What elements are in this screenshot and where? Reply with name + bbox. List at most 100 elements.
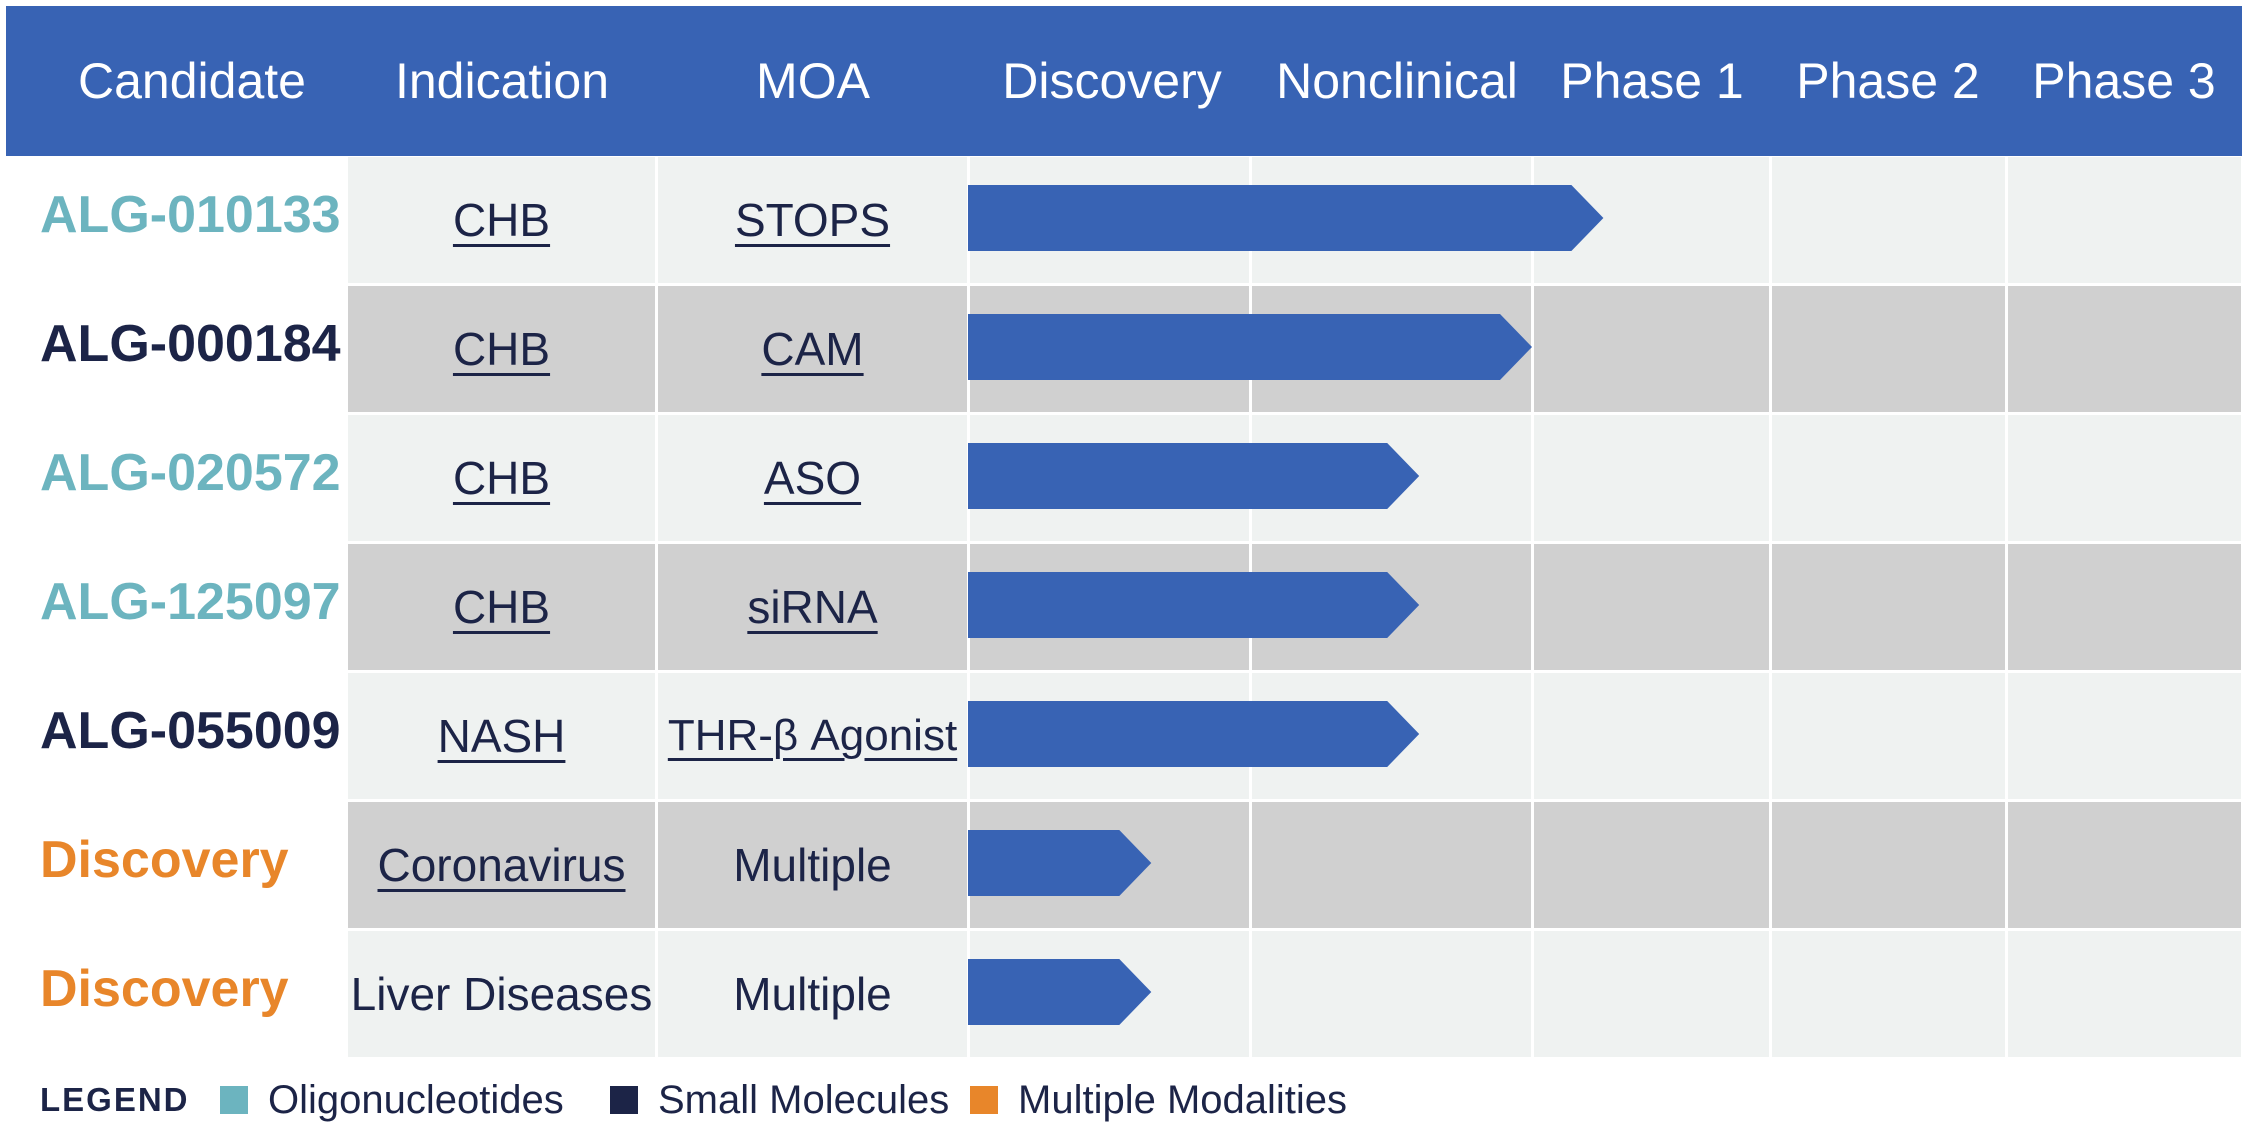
stage-cell <box>1252 931 1531 1057</box>
stage-cell <box>1252 802 1531 928</box>
table-row: Discovery Coronavirus Multiple <box>0 802 2242 930</box>
column-header-candidate: Candidate <box>78 53 306 109</box>
moa-link[interactable]: THR-β Agonist <box>667 711 958 760</box>
moa-cell: CAM <box>658 286 967 412</box>
indication-link[interactable]: CHB <box>452 581 551 633</box>
column-header-phase-2: Phase 2 <box>1796 53 1980 109</box>
table-row: Discovery Liver Diseases Multiple <box>0 931 2242 1059</box>
moa-cell: Multiple <box>658 802 967 928</box>
stage-cell <box>2008 931 2241 1057</box>
stage-cell <box>1252 286 1531 412</box>
indication-link[interactable]: CHB <box>452 194 551 246</box>
stage-cell <box>1772 544 2005 670</box>
moa-cell: ASO <box>658 415 967 541</box>
stage-cell <box>1772 931 2005 1057</box>
moa-link[interactable]: ASO <box>763 452 862 504</box>
indication-link[interactable]: CHB <box>452 452 551 504</box>
indication-cell: CHB <box>348 415 655 541</box>
legend-swatch <box>220 1086 248 1114</box>
stage-cell <box>1772 157 2005 283</box>
indication-cell: NASH <box>348 673 655 799</box>
candidate-name: ALG-020572 <box>40 444 341 502</box>
stage-cell <box>1534 544 1769 670</box>
stage-cell <box>970 544 1249 670</box>
moa-link[interactable]: STOPS <box>734 194 891 246</box>
stage-cell <box>970 415 1249 541</box>
candidate-cell: ALG-010133 <box>0 157 346 285</box>
legend-label: Oligonucleotides <box>268 1078 564 1122</box>
moa-cell: Multiple <box>658 931 967 1057</box>
indication-link[interactable]: NASH <box>437 710 566 762</box>
moa-link[interactable]: CAM <box>761 323 864 375</box>
stage-cell <box>1772 802 2005 928</box>
indication-cell: CHB <box>348 286 655 412</box>
stage-cell <box>2008 157 2241 283</box>
indication-link[interactable]: CHB <box>452 323 551 375</box>
stage-cell <box>1772 673 2005 799</box>
legend-label: Small Molecules <box>658 1078 950 1122</box>
stage-cell <box>970 931 1249 1057</box>
moa-link: Multiple <box>733 839 892 891</box>
stage-cell <box>1252 544 1531 670</box>
table-row: ALG-000184 CHB CAM <box>0 286 2242 414</box>
stage-cell <box>1252 415 1531 541</box>
moa-link[interactable]: siRNA <box>747 581 878 633</box>
stage-cell <box>2008 673 2241 799</box>
legend-swatch <box>970 1086 998 1114</box>
stage-cell <box>2008 415 2241 541</box>
column-header-indication: Indication <box>394 53 610 109</box>
stage-cell <box>970 673 1249 799</box>
moa-link: Multiple <box>733 968 892 1020</box>
stage-cell <box>2008 802 2241 928</box>
stage-cell <box>1772 415 2005 541</box>
candidate-cell: ALG-055009 <box>0 673 346 801</box>
table-row: ALG-125097 CHB siRNA <box>0 544 2242 672</box>
indication-cell: Coronavirus <box>348 802 655 928</box>
table-row: ALG-020572 CHB ASO <box>0 415 2242 543</box>
legend-swatch <box>610 1086 638 1114</box>
stage-cell <box>2008 286 2241 412</box>
column-header-discovery: Discovery <box>1002 53 1222 109</box>
moa-cell: STOPS <box>658 157 967 283</box>
moa-cell: siRNA <box>658 544 967 670</box>
indication-cell: Liver Diseases <box>348 931 655 1057</box>
stage-cell <box>970 802 1249 928</box>
candidate-cell: ALG-020572 <box>0 415 346 543</box>
stage-cell <box>1252 157 1531 283</box>
column-header-moa: MOA <box>756 53 870 109</box>
stage-cell <box>2008 544 2241 670</box>
moa-cell: THR-β Agonist <box>658 673 967 799</box>
stage-cell <box>1534 415 1769 541</box>
stage-cell <box>1252 673 1531 799</box>
stage-cell <box>1534 157 1769 283</box>
stage-cell <box>1534 931 1769 1057</box>
indication-link: Liver Diseases <box>350 968 653 1020</box>
legend-title: LEGEND <box>40 1081 190 1118</box>
candidate-name: Discovery <box>40 960 289 1018</box>
candidate-name: Discovery <box>40 831 289 889</box>
stage-cell <box>970 286 1249 412</box>
table-row: ALG-055009 NASH THR-β Agonist <box>0 673 2242 801</box>
indication-link[interactable]: Coronavirus <box>377 839 626 891</box>
candidate-name: ALG-010133 <box>40 186 341 244</box>
candidate-cell: ALG-000184 <box>0 286 346 414</box>
stage-cell <box>1772 286 2005 412</box>
table-header <box>6 6 2242 156</box>
table-row: ALG-010133 CHB STOPS <box>0 157 2242 285</box>
candidate-name: ALG-125097 <box>40 573 341 631</box>
stage-cell <box>970 157 1249 283</box>
stage-cell <box>1534 673 1769 799</box>
candidate-cell: Discovery <box>0 931 346 1059</box>
candidate-cell: Discovery <box>0 802 346 930</box>
indication-cell: CHB <box>348 544 655 670</box>
indication-cell: CHB <box>348 157 655 283</box>
stage-cell <box>1534 286 1769 412</box>
legend-label: Multiple Modalities <box>1018 1078 1348 1122</box>
column-header-phase-1: Phase 1 <box>1560 53 1744 109</box>
column-header-phase-3: Phase 3 <box>2032 53 2216 109</box>
column-header-nonclinical: Nonclinical <box>1276 53 1518 109</box>
stage-cell <box>1534 802 1769 928</box>
candidate-name: ALG-055009 <box>40 702 341 760</box>
candidate-cell: ALG-125097 <box>0 544 346 672</box>
